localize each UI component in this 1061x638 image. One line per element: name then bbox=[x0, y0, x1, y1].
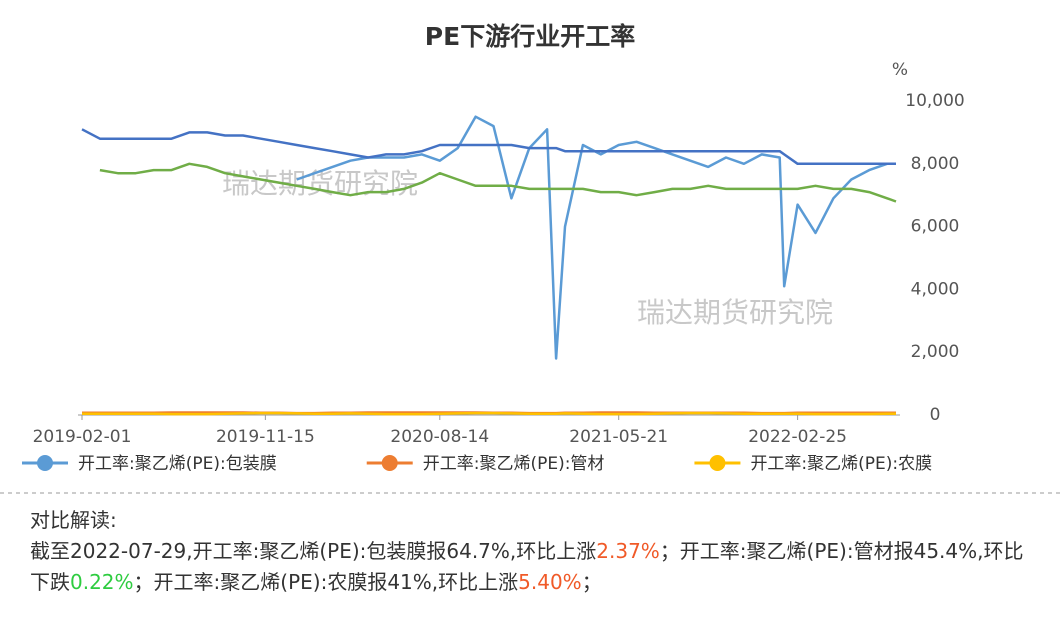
series-line bbox=[99, 162, 897, 203]
y-tick-label: 10,000 bbox=[905, 91, 964, 111]
series-line bbox=[296, 115, 896, 360]
x-tick-label: 2020-08-14 bbox=[390, 427, 489, 447]
series-line bbox=[81, 128, 896, 166]
commentary-segment: 2.37% bbox=[596, 539, 660, 563]
commentary-segment: 截至2022-07-29,开工率:聚乙烯(PE):包装膜报64.7%,环比上涨 bbox=[30, 539, 597, 563]
commentary-segment: 5.40% bbox=[518, 570, 582, 594]
series-line bbox=[82, 411, 896, 416]
chart-title: PE下游行业开工率 bbox=[425, 22, 635, 51]
legend-label: 开工率:聚乙烯(PE):农膜 bbox=[750, 454, 932, 474]
legend-label: 开工率:聚乙烯(PE):管材 bbox=[423, 454, 605, 474]
y-tick-label: 6,000 bbox=[911, 217, 960, 237]
commentary-segment: ；开工率:聚乙烯(PE):管材报45.4%,环比下跌 bbox=[30, 539, 1024, 594]
commentary-segment: ； bbox=[581, 570, 602, 594]
watermark: 瑞达期货研究院 bbox=[637, 296, 833, 329]
legend-marker bbox=[709, 455, 726, 471]
commentary-segment: 0.22% bbox=[70, 570, 134, 594]
commentary-segment: ；开工率:聚乙烯(PE):农膜报41%,环比上涨 bbox=[133, 570, 519, 594]
legend-label: 开工率:聚乙烯(PE):包装膜 bbox=[78, 454, 277, 474]
commentary-heading: 对比解读: bbox=[30, 508, 117, 532]
commentary-text: 截至2022-07-29,开工率:聚乙烯(PE):包装膜报64.7%,环比上涨2… bbox=[30, 536, 1030, 598]
legend-marker bbox=[381, 455, 398, 471]
chart: PE下游行业开工率 % 瑞达期货研究院 瑞达期货研究院 02,0004,0006… bbox=[0, 22, 1061, 494]
y-tick-label: 2,000 bbox=[911, 342, 960, 362]
y-tick-label: 0 bbox=[930, 405, 941, 425]
y-tick-label: 8,000 bbox=[911, 154, 960, 174]
x-tick-label: 2021-05-21 bbox=[569, 427, 668, 447]
x-tick-label: 2019-02-01 bbox=[33, 427, 132, 447]
y-unit: % bbox=[892, 60, 908, 80]
commentary: 对比解读: 截至2022-07-29,开工率:聚乙烯(PE):包装膜报64.7%… bbox=[30, 505, 1030, 598]
x-tick-label: 2019-11-15 bbox=[216, 427, 315, 447]
legend-marker bbox=[37, 455, 53, 471]
x-tick-label: 2022-02-25 bbox=[748, 427, 847, 447]
y-tick-label: 4,000 bbox=[911, 279, 960, 299]
